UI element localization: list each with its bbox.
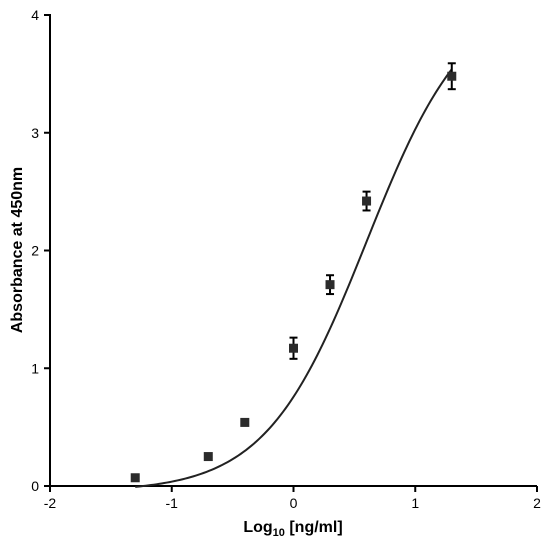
y-axis: 0 1 2 3 4 Absorbance at 450nm: [9, 7, 51, 494]
data-point: [362, 190, 372, 212]
x-axis-title-rest: [ng/ml]: [285, 519, 343, 536]
x-tick-label: 2: [533, 495, 541, 511]
data-points: [130, 62, 457, 483]
data-point: [289, 336, 298, 360]
y-axis-title: Absorbance at 450nm: [9, 167, 26, 333]
x-tick-label: 0: [290, 495, 298, 511]
y-tick-label: 4: [31, 7, 39, 23]
x-axis: -2 -1 0 1 2 Log10 [ng/ml]: [44, 485, 541, 539]
x-axis-title-main: Log: [243, 519, 272, 536]
square-marker: [362, 196, 372, 206]
square-marker: [447, 71, 457, 81]
y-tick-label: 0: [31, 478, 39, 494]
data-point: [325, 274, 335, 296]
square-marker: [240, 417, 250, 427]
square-marker: [130, 473, 140, 483]
x-tick-label: 1: [411, 495, 419, 511]
x-tick-label: -1: [166, 495, 179, 511]
y-tick-label: 1: [31, 360, 39, 376]
y-tick-label: 3: [31, 125, 39, 141]
y-tick-label: 2: [31, 243, 39, 259]
data-point: [240, 417, 250, 427]
data-point: [130, 473, 140, 483]
square-marker: [289, 343, 298, 353]
x-tick-label: -2: [44, 495, 57, 511]
x-ticks: -2 -1 0 1 2: [44, 486, 541, 511]
data-point: [203, 452, 213, 462]
x-axis-title: Log10 [ng/ml]: [243, 519, 342, 539]
fit-curve: [135, 68, 453, 488]
square-marker: [325, 280, 335, 290]
square-marker: [203, 452, 213, 462]
y-ticks: 0 1 2 3 4: [31, 7, 50, 494]
data-point: [447, 62, 457, 91]
x-axis-title-sub: 10: [273, 527, 285, 539]
